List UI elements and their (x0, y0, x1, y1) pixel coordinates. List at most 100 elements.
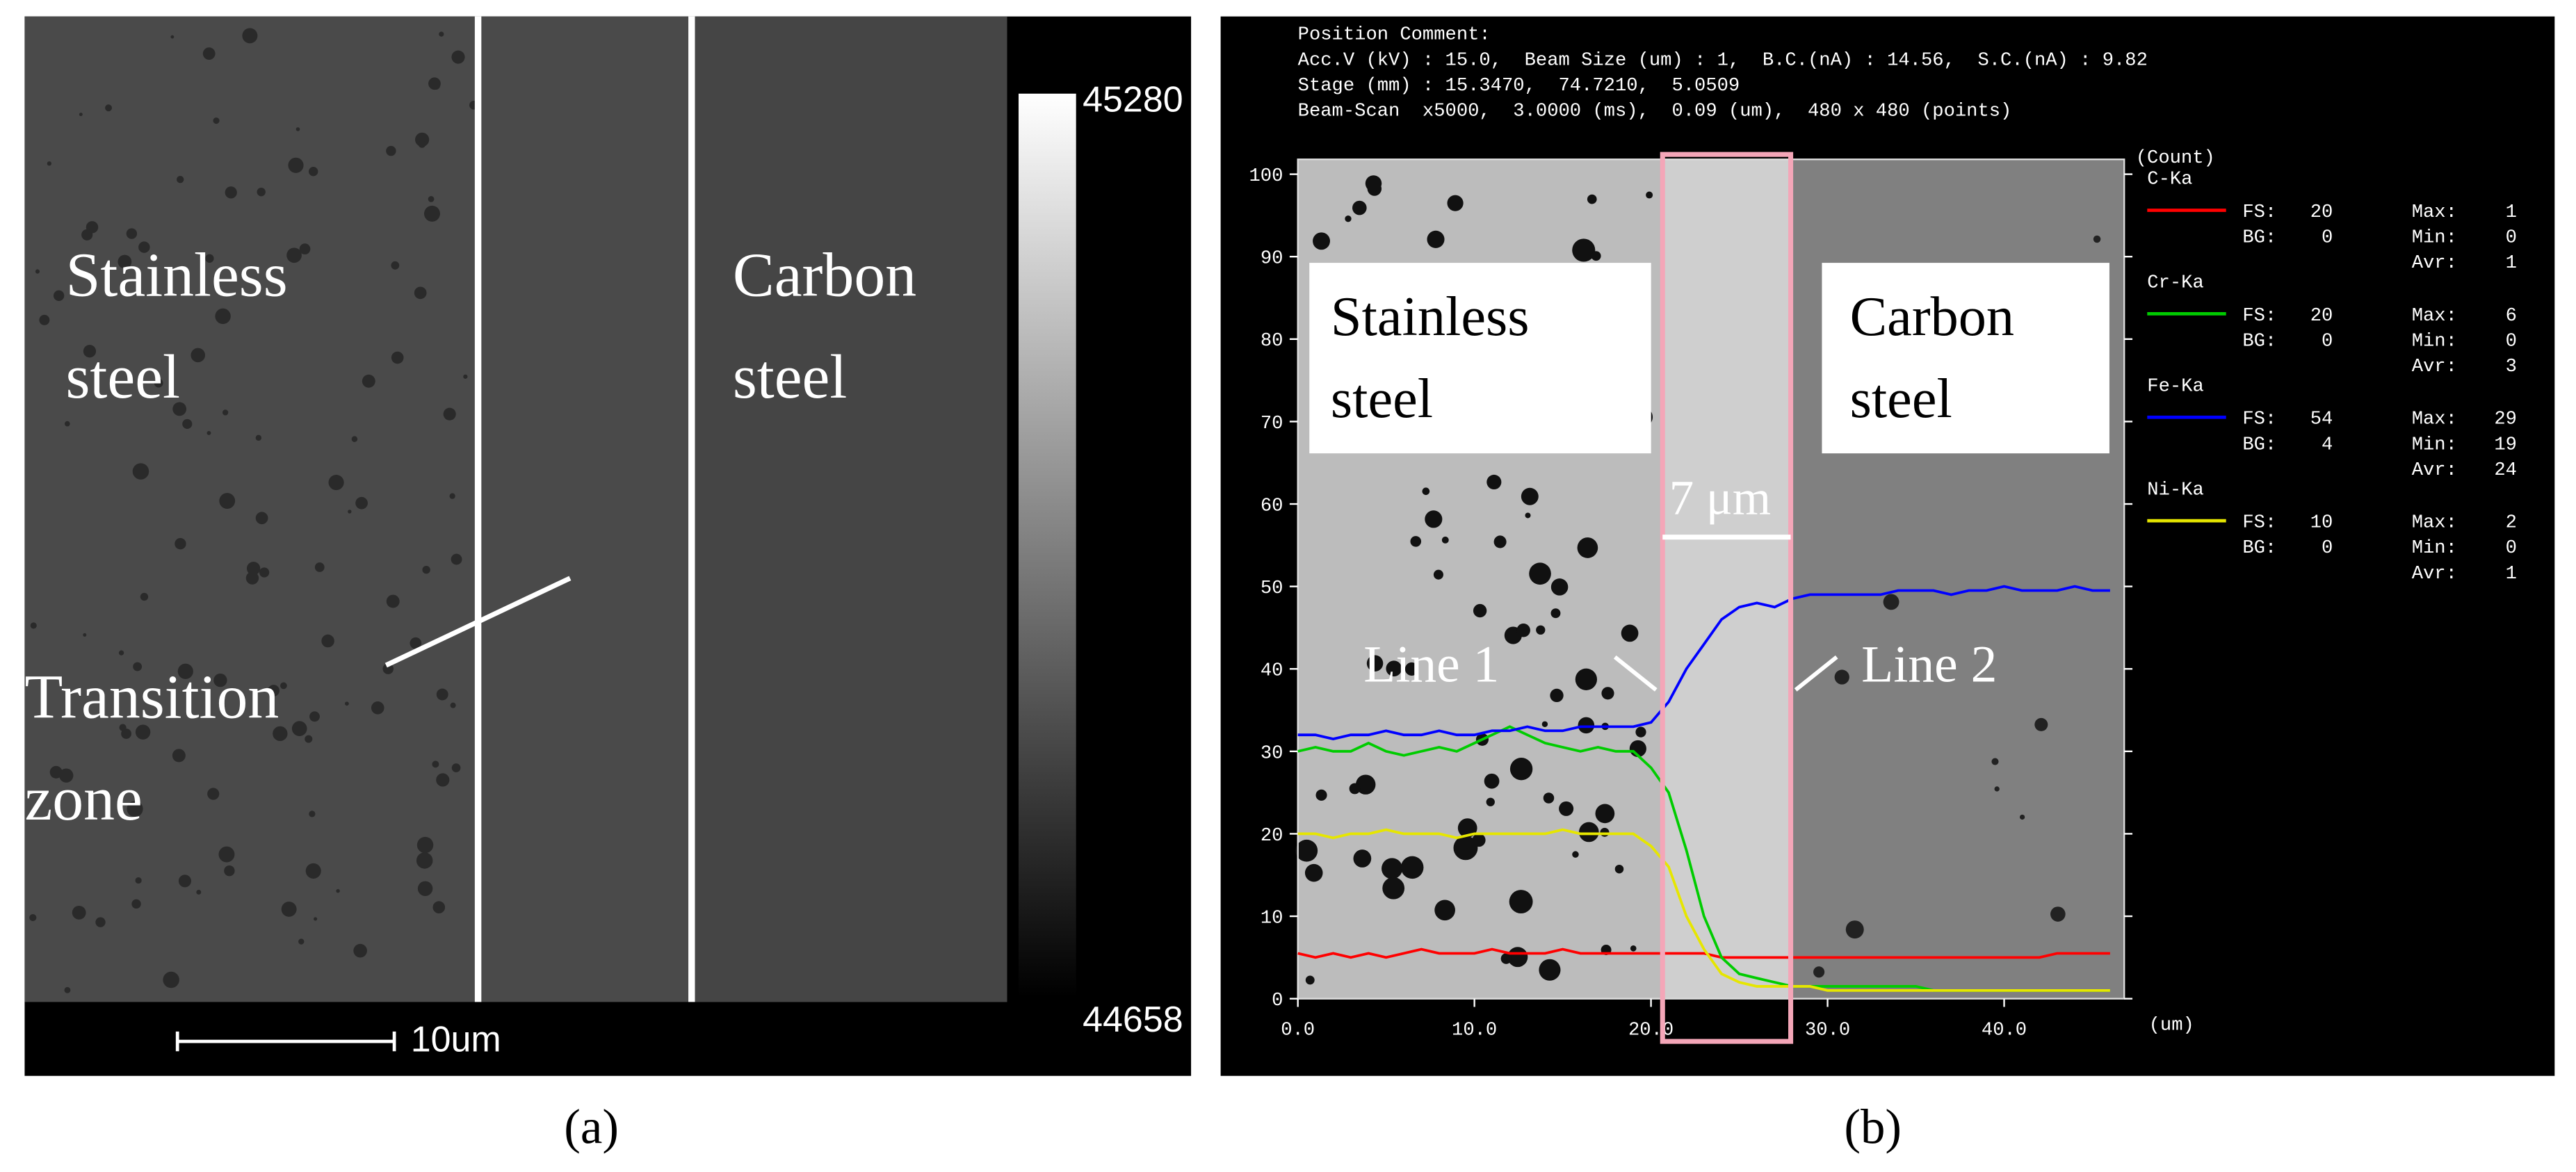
dot (133, 662, 143, 672)
panel-label: (b) (1844, 1100, 1902, 1155)
dot (1521, 487, 1539, 505)
dot (314, 562, 325, 572)
dot (1509, 758, 1533, 781)
dot (1507, 947, 1528, 968)
dot (386, 594, 400, 608)
legend-label: Cr-Ka (2147, 272, 2203, 294)
dot (1500, 953, 1512, 964)
dot (1635, 726, 1646, 738)
x-axis-label: (um) (2149, 1015, 2194, 1036)
pointer-line (1613, 655, 1658, 692)
region-label: zone (24, 765, 142, 833)
dot (1994, 786, 2000, 792)
dot (1591, 251, 1601, 261)
header-line: Position Comment: (1298, 24, 1491, 46)
dot (245, 571, 259, 585)
dot (1525, 512, 1531, 519)
dot (309, 711, 320, 722)
dot (371, 701, 384, 715)
dot (291, 721, 307, 736)
header-line: Acc.V (kV) : 15.0, Beam Size (um) : 1, B… (1298, 49, 2148, 71)
dot (1834, 669, 1849, 685)
dot (1382, 858, 1403, 879)
dot (1422, 487, 1430, 496)
dot (314, 917, 318, 921)
micrograph-dots (1295, 175, 2101, 985)
y-tick-label: 70 (1261, 413, 1283, 434)
dot (328, 474, 344, 491)
stat-label: FS: (2242, 512, 2276, 534)
dot (422, 566, 430, 574)
dot (351, 436, 358, 442)
dot (288, 157, 304, 173)
plot-frame (1297, 158, 2125, 1000)
dot (1529, 562, 1551, 585)
dot (391, 351, 404, 364)
dot (81, 229, 93, 241)
dot (170, 35, 175, 39)
dot (451, 763, 461, 772)
dot (177, 663, 193, 679)
dot (2093, 235, 2101, 243)
dot (1453, 836, 1478, 861)
dot (255, 434, 262, 441)
dot (1349, 783, 1361, 795)
dot (268, 685, 280, 697)
dot (1410, 536, 1422, 547)
stat-value: 10 (2310, 512, 2333, 534)
dot (154, 378, 163, 388)
dot (1509, 890, 1533, 914)
stat-value: 20 (2310, 305, 2333, 327)
dot (163, 971, 179, 988)
dot (172, 749, 186, 763)
x-tick-label: 20.0 (1628, 1020, 1674, 1041)
dot (1595, 804, 1615, 824)
dot (1345, 215, 1352, 222)
line-label: Line 2 (1861, 636, 1997, 694)
dot (1550, 688, 1564, 703)
stat-label: Min: (2412, 434, 2457, 455)
dot (305, 863, 321, 879)
dot (1493, 535, 1507, 548)
dot (206, 430, 211, 435)
dot (1404, 662, 1418, 676)
stat-label: Min: (2412, 330, 2457, 352)
stat-label: BG: (2242, 227, 2276, 249)
dot (1447, 195, 1464, 211)
dot (295, 127, 300, 131)
stat-value: 1 (2506, 202, 2517, 223)
dot (1991, 758, 1999, 765)
dot (207, 788, 220, 800)
dot (450, 702, 456, 708)
dot (178, 874, 191, 888)
panel-label: (a) (564, 1100, 619, 1155)
dot (30, 622, 37, 629)
stat-value: 0 (2506, 227, 2517, 249)
scale-label: 10um (411, 1019, 501, 1059)
y-tick-label: 10 (1261, 908, 1283, 929)
dot (1578, 822, 1599, 843)
dot (286, 247, 302, 263)
data-line (1297, 947, 2110, 959)
stat-label: Avr: (2412, 459, 2457, 481)
region-label: Stainless (1331, 286, 1530, 348)
stat-label: Min: (2412, 537, 2457, 559)
dot (135, 877, 142, 884)
dot (362, 374, 375, 388)
legend-label: Fe-Ka (2147, 375, 2203, 397)
dot (131, 899, 141, 909)
dot (213, 117, 220, 124)
dot (1425, 510, 1443, 528)
dot (414, 286, 427, 300)
micrograph-transition (1662, 159, 1791, 999)
dot (72, 905, 86, 920)
dot (224, 865, 235, 877)
dot (126, 228, 138, 239)
dot (451, 553, 462, 565)
region-label: steel (1850, 368, 1952, 430)
stat-value: 20 (2310, 202, 2333, 223)
stat-label: Avr: (2412, 356, 2457, 377)
carbon-region-a (691, 16, 1007, 1002)
dot (2034, 717, 2048, 731)
